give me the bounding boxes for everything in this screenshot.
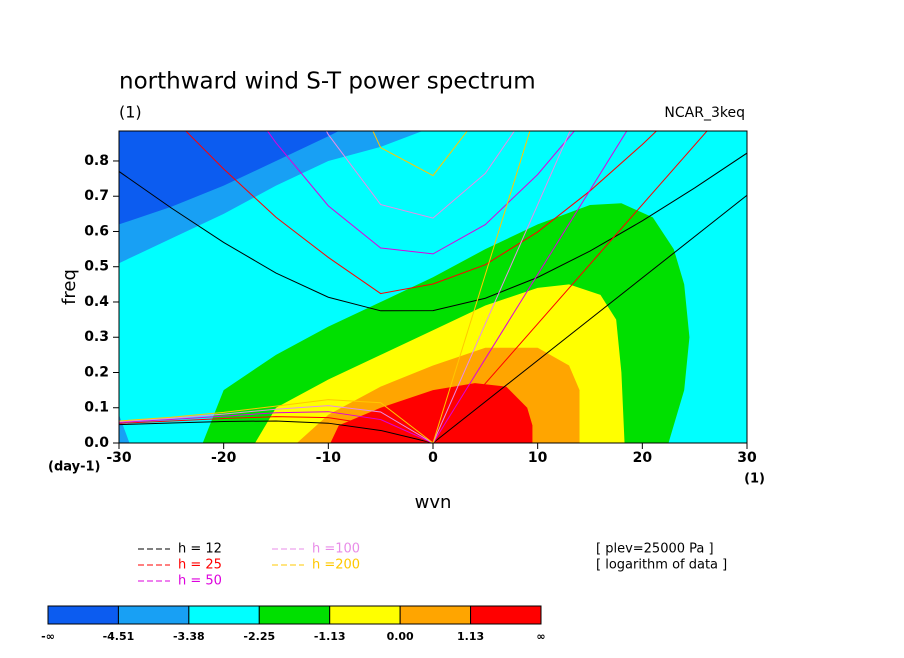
x-tick-label: 10	[528, 450, 548, 466]
dispersion-curve	[119, 152, 747, 312]
colorbar-label: 1.13	[457, 630, 484, 643]
colorbar-swatch	[470, 605, 542, 625]
x-tick-label: 30	[737, 450, 757, 466]
x-tick-label: -10	[316, 450, 342, 466]
colorbar-swatch	[188, 605, 260, 625]
y-tick-label: 0.0	[84, 435, 109, 451]
colorbar-swatch	[399, 605, 472, 625]
plot-area	[119, 131, 747, 443]
x-tick-label: -20	[211, 450, 237, 466]
y-tick-label: 0.8	[84, 153, 109, 169]
colorbar-label: -1.13	[314, 630, 346, 643]
dispersion-curve	[372, 131, 468, 177]
dispersion-curve	[119, 411, 434, 443]
colorbar-swatch	[117, 605, 190, 625]
x-tick-label: -30	[106, 450, 132, 466]
colorbar-swatch	[47, 605, 119, 625]
dispersion-curve	[432, 194, 747, 443]
x-tick-label: 0	[428, 450, 438, 466]
dispersion-curve	[432, 131, 708, 443]
colorbar-label: -3.38	[173, 630, 205, 643]
dispersion-curve	[119, 416, 434, 443]
legend-label: h =100	[312, 542, 360, 557]
dispersion-curve	[119, 420, 434, 443]
note: [ logarithm of data ]	[596, 558, 727, 573]
y-tick-label: 0.5	[84, 259, 109, 275]
x-axis-label: wvn	[415, 492, 452, 513]
colorbar-label: -2.25	[243, 630, 275, 643]
chart-title: northward wind S-T power spectrum	[119, 69, 536, 95]
legend-label: h =200	[312, 558, 360, 573]
y-tick-label: 0.6	[84, 223, 109, 239]
colorbar-label: -∞	[41, 630, 55, 643]
y-tick-label: 0.4	[84, 294, 109, 310]
legend-label: h = 25	[178, 558, 222, 573]
y-units: (day-1)	[48, 460, 100, 475]
colorbar-label: ∞	[536, 630, 545, 643]
y-axis-label: freq	[59, 269, 80, 305]
dispersion-curve	[432, 131, 571, 443]
colorbar-label: 0.00	[387, 630, 414, 643]
note: [ plev=25000 Pa ]	[596, 542, 714, 557]
y-tick-label: 0.1	[84, 400, 109, 416]
colorbar-label: -4.51	[103, 630, 135, 643]
dispersion-curve	[325, 131, 516, 219]
dataset-label: NCAR_3keq	[664, 105, 745, 121]
colorbar-swatch	[329, 605, 401, 625]
legend-label: h = 50	[178, 574, 222, 589]
y-tick-label: 0.2	[84, 364, 109, 380]
dispersion-curve	[185, 131, 658, 295]
x-tick-label: 20	[633, 450, 653, 466]
dispersion-curve	[432, 131, 531, 443]
y-tick-label: 0.3	[84, 329, 109, 345]
x-units: (1)	[744, 472, 765, 487]
chart-subtitle: (1)	[119, 103, 142, 122]
dispersion-curve	[119, 399, 434, 443]
dispersion-curve	[119, 405, 434, 443]
y-tick-label: 0.7	[84, 188, 109, 204]
legend-label: h = 12	[178, 542, 222, 557]
dispersion-curve	[266, 131, 576, 255]
dispersion-curve	[432, 131, 628, 443]
colorbar-swatch	[258, 605, 331, 625]
contour-region	[330, 383, 533, 443]
